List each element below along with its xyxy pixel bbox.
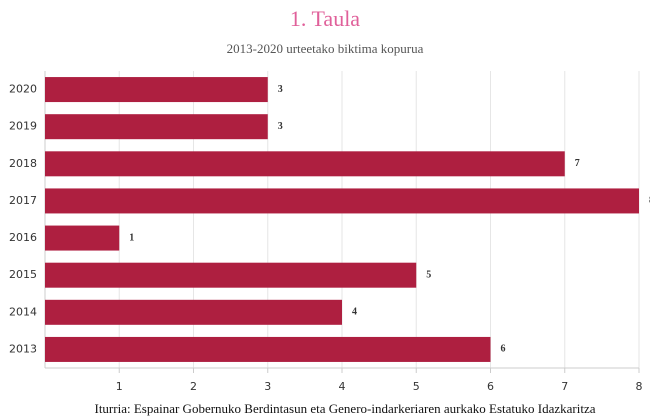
value-label: 3 [278,121,283,132]
y-tick-label: 2018 [9,157,37,170]
value-label: 5 [426,269,431,280]
value-label: 4 [352,307,357,318]
x-tick-label: 1 [116,380,123,393]
value-label: 1 [129,232,134,243]
y-tick-label: 2016 [9,231,37,244]
y-tick-label: 2013 [9,342,37,355]
y-tick-label: 2019 [9,120,37,133]
y-tick-label: 2020 [9,83,37,96]
bar [45,77,268,103]
x-tick-label: 2 [190,380,197,393]
y-tick-label: 2014 [9,305,37,318]
x-tick-label: 7 [561,380,568,393]
chart-source: Iturria: Espainar Gobernuko Berdintasun … [94,401,595,416]
y-tick-label: 2015 [9,268,37,281]
chart-subtitle: 2013-2020 urteetako biktima kopurua [227,41,424,56]
bar [45,262,417,288]
bar [45,336,491,362]
x-tick-label: 5 [413,380,420,393]
x-tick-label: 6 [487,380,494,393]
bar [45,114,268,140]
value-label: 7 [575,158,580,169]
value-label: 6 [501,344,506,355]
x-tick-label: 8 [636,380,643,393]
x-tick-label: 3 [264,380,271,393]
bar [45,299,342,325]
bar [45,151,565,177]
y-tick-label: 2017 [9,194,37,207]
bar [45,225,120,251]
bar [45,188,639,214]
chart-title: 1. Taula [290,6,360,31]
value-label: 3 [278,84,283,95]
x-tick-label: 4 [339,380,346,393]
